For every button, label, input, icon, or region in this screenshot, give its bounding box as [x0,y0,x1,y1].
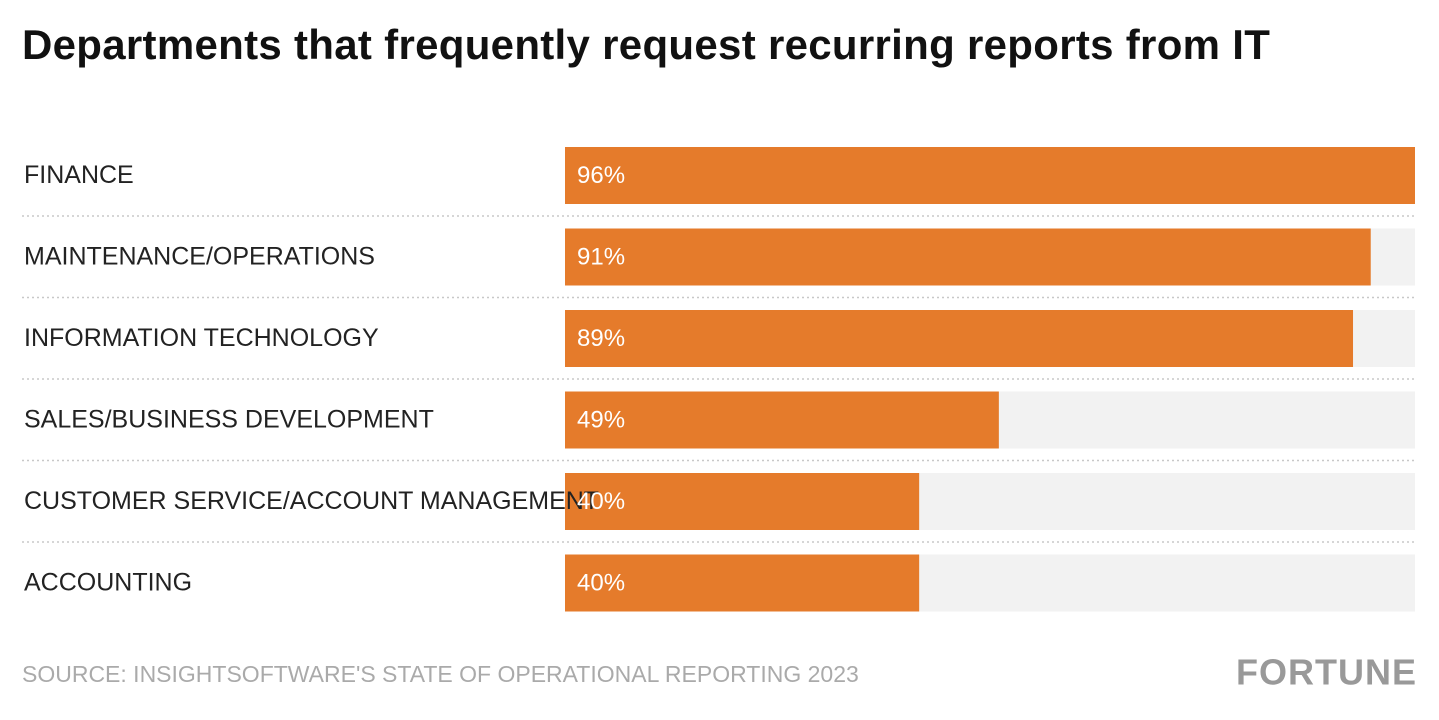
bar [565,391,999,449]
category-label: INFORMATION TECHNOLOGY [24,324,379,352]
bar [565,473,920,530]
value-label: 40% [577,488,625,515]
chart-title: Departments that frequently request recu… [22,21,1271,68]
bar [565,554,920,612]
category-label: FINANCE [24,161,134,189]
bar [565,228,1371,286]
value-label: 40% [577,569,625,596]
brand-logo: FORTUNE [1236,652,1417,693]
value-label: 91% [577,243,625,270]
value-label: 89% [577,325,625,352]
source: SOURCE: INSIGHTSOFTWARE'S STATE OF OPERA… [22,661,859,687]
value-label: 96% [577,162,625,189]
category-label: CUSTOMER SERVICE/ACCOUNT MANAGEMENT [24,487,599,515]
value-label: 49% [577,406,625,433]
category-label: ACCOUNTING [24,569,192,597]
category-label: MAINTENANCE/OPERATIONS [24,243,375,271]
bar [565,147,1415,204]
category-label: SALES/BUSINESS DEVELOPMENT [24,406,434,434]
bar [565,310,1354,367]
